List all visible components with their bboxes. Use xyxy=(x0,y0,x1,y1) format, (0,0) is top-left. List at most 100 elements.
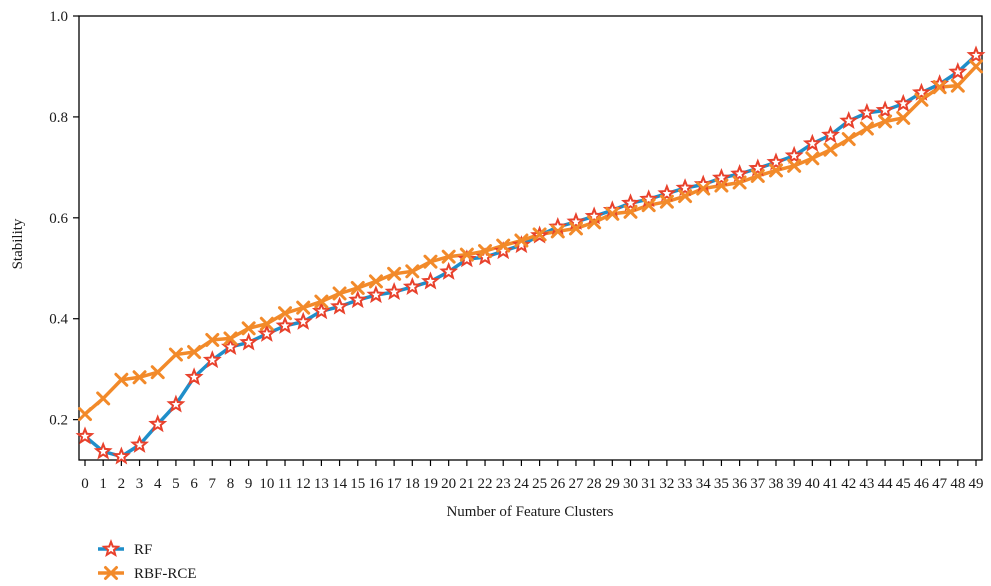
x-tick-label: 8 xyxy=(227,476,235,492)
legend-item: RF xyxy=(98,539,152,558)
y-axis-label: Stability xyxy=(10,218,26,269)
data-point xyxy=(859,121,874,136)
x-tick-label: 11 xyxy=(278,476,292,492)
data-point xyxy=(423,254,438,269)
x-tick-label: 41 xyxy=(823,476,838,492)
data-point xyxy=(405,264,420,279)
data-point xyxy=(732,175,747,190)
data-point xyxy=(166,394,186,413)
y-tick-label: 0.2 xyxy=(49,413,68,429)
data-point xyxy=(857,102,877,121)
x-tick-label: 21 xyxy=(459,476,474,492)
x-tick-label: 49 xyxy=(969,476,984,492)
x-tick-label: 44 xyxy=(878,476,894,492)
data-point xyxy=(366,285,386,304)
data-point xyxy=(623,204,638,219)
data-point xyxy=(711,167,731,187)
x-tick-label: 20 xyxy=(441,476,456,492)
data-point xyxy=(350,280,365,295)
data-point xyxy=(784,145,804,164)
data-point xyxy=(311,301,331,320)
data-point xyxy=(111,446,131,465)
x-tick-label: 29 xyxy=(605,476,620,492)
data-point xyxy=(550,224,565,239)
x-tick-label: 12 xyxy=(296,476,311,492)
data-point xyxy=(96,391,111,406)
x-tick-label: 15 xyxy=(350,476,365,492)
data-point xyxy=(239,332,259,351)
data-point xyxy=(841,132,856,147)
x-tick-label: 4 xyxy=(154,476,162,492)
data-point xyxy=(750,168,765,183)
series-line xyxy=(83,54,978,459)
data-point xyxy=(678,189,693,204)
data-point xyxy=(839,110,859,130)
data-point xyxy=(93,441,113,460)
data-point xyxy=(75,426,95,445)
x-tick-label: 14 xyxy=(332,476,348,492)
x-tick-label: 40 xyxy=(805,476,820,492)
data-point xyxy=(348,290,368,309)
data-point xyxy=(675,178,695,197)
x-tick-label: 10 xyxy=(259,476,274,492)
x-tick-label: 34 xyxy=(696,476,712,492)
legend: RF RBF-RCE xyxy=(98,539,197,582)
x-tick-label: 42 xyxy=(841,476,856,492)
data-point xyxy=(823,142,838,157)
data-point xyxy=(368,274,383,289)
x-axis-ticks: 0 1 2 3 4 5 6 7 8 9 10 11 12 13 14 15 16 17 18 19 20 21 22 23 24… xyxy=(81,460,984,492)
data-point xyxy=(659,194,674,209)
x-axis-label: Number of Feature Clusters xyxy=(446,504,613,520)
data-point xyxy=(314,294,329,309)
data-point xyxy=(511,235,531,254)
data-point xyxy=(496,238,511,253)
data-point xyxy=(168,347,183,362)
x-tick-label: 37 xyxy=(750,476,766,492)
x-tick-label: 30 xyxy=(623,476,638,492)
data-point xyxy=(275,315,295,334)
data-point xyxy=(257,323,277,342)
data-point xyxy=(911,82,931,101)
series-layer xyxy=(75,45,986,465)
data-point xyxy=(457,249,477,268)
legend-label: RF xyxy=(134,542,152,558)
x-tick-label: 17 xyxy=(387,476,403,492)
x-tick-label: 5 xyxy=(172,476,180,492)
data-point xyxy=(330,296,350,315)
data-point xyxy=(187,345,202,360)
x-tick-label: 3 xyxy=(136,476,144,492)
data-point xyxy=(296,300,311,315)
data-point xyxy=(696,181,711,196)
data-point xyxy=(130,434,150,453)
data-point xyxy=(241,321,256,336)
data-point xyxy=(621,193,640,212)
data-point xyxy=(914,92,929,107)
x-tick-label: 7 xyxy=(209,476,217,492)
x-tick-label: 26 xyxy=(550,476,566,492)
data-point xyxy=(639,189,659,208)
x-tick-label: 25 xyxy=(532,476,547,492)
x-tick-label: 39 xyxy=(787,476,802,492)
series-markers xyxy=(75,45,986,465)
data-point xyxy=(893,93,913,112)
x-tick-label: 27 xyxy=(568,476,584,492)
data-point xyxy=(478,244,493,259)
x-tick-label: 43 xyxy=(859,476,874,492)
data-point xyxy=(459,247,474,262)
legend-marker xyxy=(104,566,118,580)
data-point xyxy=(821,125,841,144)
data-point xyxy=(402,276,422,296)
data-point xyxy=(205,332,220,347)
data-point xyxy=(948,62,968,81)
x-tick-label: 33 xyxy=(678,476,693,492)
x-tick-label: 31 xyxy=(641,476,656,492)
data-point xyxy=(114,372,129,387)
data-point xyxy=(875,100,895,119)
x-tick-label: 32 xyxy=(659,476,674,492)
x-tick-label: 0 xyxy=(81,476,89,492)
x-tick-label: 35 xyxy=(714,476,729,492)
data-point xyxy=(969,59,983,74)
data-point xyxy=(387,266,402,281)
data-point xyxy=(802,133,822,152)
